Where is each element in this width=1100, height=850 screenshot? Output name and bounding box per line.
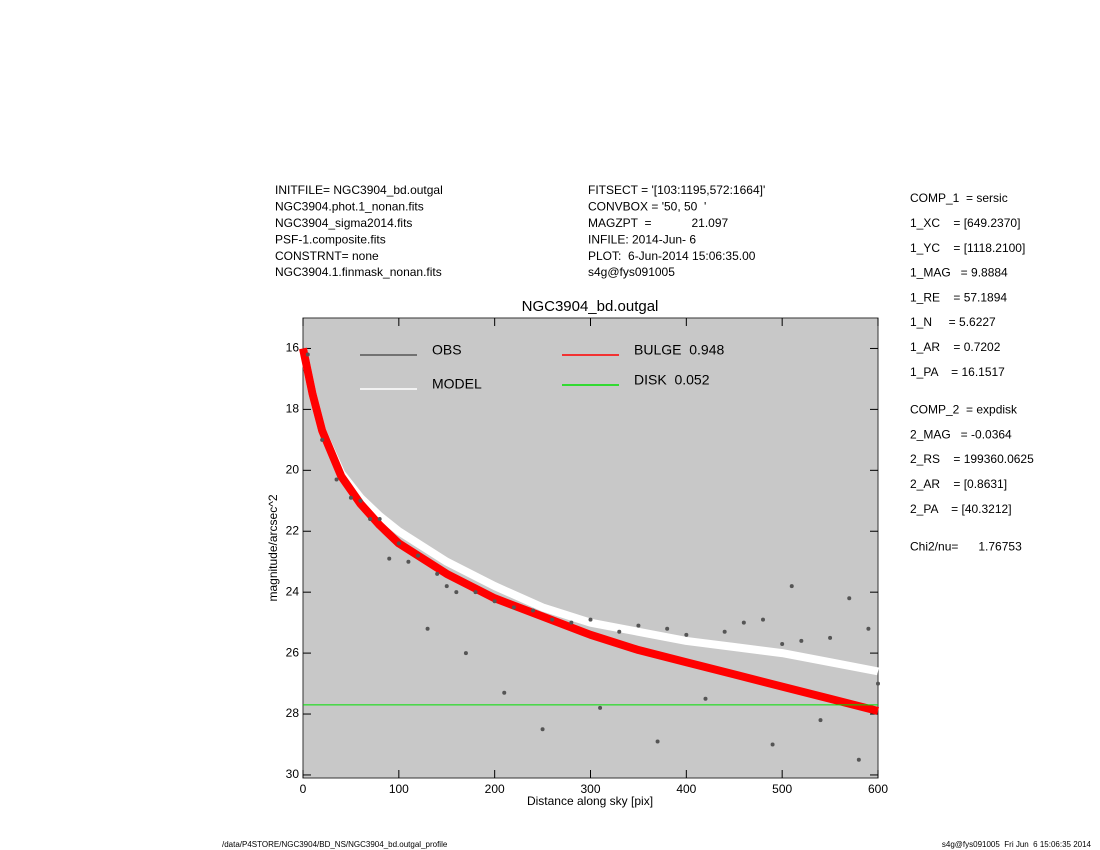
- x-axis-label: Distance along sky [pix]: [527, 794, 653, 808]
- parameter-line: Chi2/nu= 1.76753: [910, 540, 1022, 554]
- y-tick-label: 26: [286, 645, 300, 659]
- legend-label: OBS: [432, 342, 462, 358]
- obs-point: [358, 498, 363, 503]
- parameter-line: 2_AR = [0.8631]: [910, 477, 1007, 491]
- parameter-line: 2_MAG = -0.0364: [910, 427, 1012, 441]
- y-tick-label: 20: [286, 462, 300, 476]
- obs-point: [655, 739, 660, 744]
- y-tick-label: 16: [286, 341, 300, 355]
- obs-point: [463, 651, 468, 656]
- obs-point: [435, 571, 440, 576]
- obs-point: [789, 584, 794, 589]
- x-tick-label: 0: [300, 782, 307, 796]
- obs-point: [416, 553, 420, 558]
- y-tick-label: 30: [286, 767, 300, 781]
- x-tick-label: 600: [868, 782, 888, 796]
- obs-point: [550, 617, 555, 622]
- header-line: INITFILE= NGC3904_bd.outgal: [275, 183, 443, 197]
- obs-point: [454, 590, 459, 595]
- obs-point: [406, 559, 411, 564]
- obs-point: [368, 517, 373, 522]
- header-line: PSF-1.composite.fits: [275, 232, 386, 246]
- x-tick-label: 200: [485, 782, 505, 796]
- obs-point: [780, 641, 785, 646]
- header-line: NGC3904_sigma2014.fits: [275, 216, 412, 230]
- obs-point: [377, 517, 382, 522]
- x-tick-label: 500: [772, 782, 792, 796]
- obs-point: [761, 617, 765, 622]
- legend-label: BULGE 0.948: [634, 342, 724, 358]
- parameter-line: 1_MAG = 9.8884: [910, 266, 1008, 280]
- parameter-line: 1_YC = [1118.2100]: [910, 241, 1025, 255]
- obs-point: [502, 690, 507, 695]
- obs-point: [818, 718, 823, 723]
- obs-point: [856, 757, 861, 762]
- y-tick-label: 24: [286, 584, 300, 598]
- obs-point: [741, 620, 746, 625]
- header-line: s4g@fys091005: [588, 265, 675, 279]
- x-tick-label: 400: [676, 782, 696, 796]
- header-line: INFILE: 2014-Jun- 6: [588, 232, 696, 246]
- obs-point: [847, 596, 852, 601]
- y-axis-label: magnitude/arcsec^2: [266, 494, 280, 601]
- header-line: MAGZPT = 21.097: [588, 216, 728, 230]
- obs-point: [617, 629, 622, 634]
- parameter-line: 1_AR = 0.7202: [910, 340, 1001, 354]
- plot-area: [302, 317, 879, 779]
- parameter-line: 1_XC = [649.2370]: [910, 216, 1020, 230]
- obs-point: [531, 608, 535, 613]
- header-line: FITSECT = '[103:1195,572:1664]': [588, 183, 765, 197]
- obs-point: [722, 629, 727, 634]
- chart-title: NGC3904_bd.outgal: [522, 298, 659, 315]
- footer-path: /data/P4STORE/NGC3904/BD_NS/NGC3904_bd.o…: [222, 840, 448, 849]
- legend-label: DISK 0.052: [634, 372, 710, 388]
- obs-point: [598, 705, 603, 710]
- x-tick-label: 100: [389, 782, 409, 796]
- obs-point: [770, 742, 775, 747]
- obs-point: [320, 437, 325, 442]
- parameter-line: 2_PA = [40.3212]: [910, 502, 1012, 516]
- obs-point: [799, 638, 804, 643]
- obs-point: [425, 626, 430, 631]
- obs-point: [444, 584, 449, 589]
- obs-point: [396, 541, 401, 546]
- profile-line: [299, 347, 879, 715]
- obs-point: [305, 352, 310, 357]
- parameter-line: COMP_2 = expdisk: [910, 403, 1018, 417]
- obs-point: [588, 617, 593, 622]
- header-line: CONVBOX = '50, 50 ': [588, 200, 706, 214]
- obs-point: [876, 681, 880, 686]
- obs-point: [473, 590, 478, 595]
- obs-point: [684, 632, 689, 637]
- y-tick-label: 28: [286, 706, 300, 720]
- obs-point: [636, 623, 641, 628]
- x-tick-label: 300: [580, 782, 600, 796]
- obs-point: [348, 495, 353, 500]
- obs-point: [828, 635, 833, 640]
- obs-point: [665, 626, 670, 631]
- parameter-line: 1_N = 5.6227: [910, 315, 996, 329]
- parameter-line: 2_RS = 199360.0625: [910, 452, 1034, 466]
- obs-point: [866, 626, 871, 631]
- obs-point: [387, 556, 392, 561]
- obs-point: [703, 696, 708, 701]
- header-line: NGC3904.phot.1_nonan.fits: [275, 200, 424, 214]
- obs-point: [540, 727, 545, 732]
- parameter-line: 1_RE = 57.1894: [910, 290, 1007, 304]
- obs-point: [511, 605, 516, 610]
- y-tick-label: 18: [286, 402, 300, 416]
- header-line: PLOT: 6-Jun-2014 15:06:35.00: [588, 249, 756, 263]
- obs-point: [492, 599, 497, 604]
- legend-label: MODEL: [432, 376, 482, 392]
- y-tick-label: 22: [286, 523, 300, 537]
- parameter-line: COMP_1 = sersic: [910, 191, 1008, 205]
- header-line: NGC3904.1.finmask_nonan.fits: [275, 265, 442, 279]
- footer-stamp: s4g@fys091005 Fri Jun 6 15:06:35 2014: [942, 840, 1092, 849]
- obs-point: [334, 477, 339, 482]
- parameter-line: 1_PA = 16.1517: [910, 365, 1005, 379]
- header-line: CONSTRNT= none: [275, 249, 379, 263]
- obs-point: [569, 620, 574, 625]
